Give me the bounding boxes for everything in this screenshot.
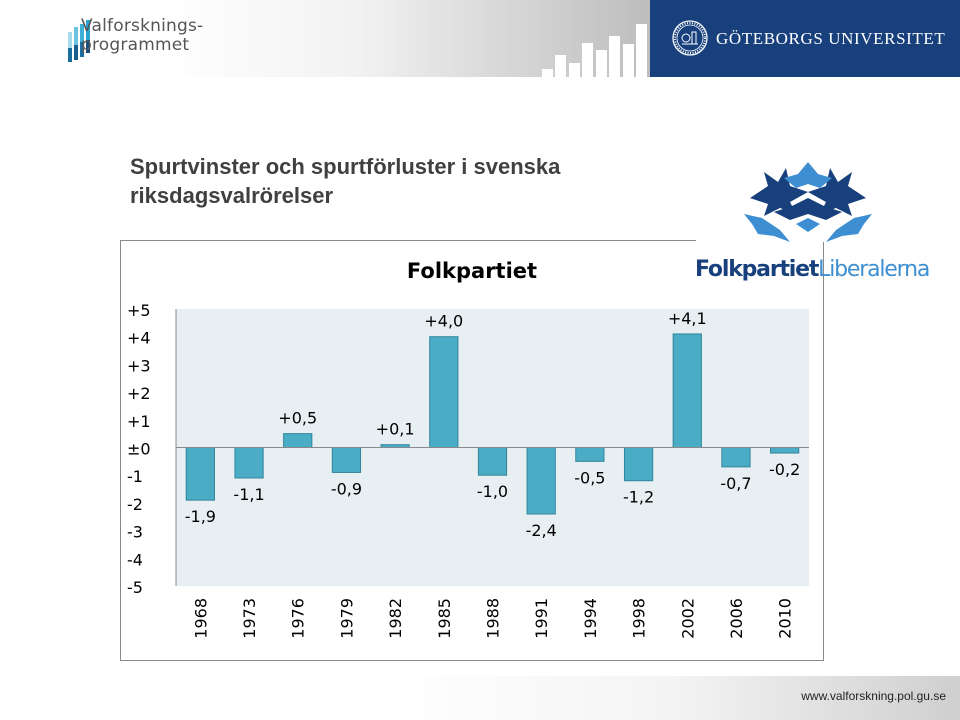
- frame-gap: [696, 239, 824, 242]
- x-tick-label: 1998: [630, 598, 649, 639]
- data-label: -2,4: [526, 521, 557, 540]
- x-tick-label: 2010: [776, 598, 795, 639]
- y-tick-label: -3: [127, 523, 143, 542]
- data-label: -1,9: [185, 507, 216, 526]
- data-label: -0,5: [574, 468, 605, 487]
- x-tick-label: 1979: [337, 598, 356, 639]
- slide-title: Spurtvinster och spurtförluster i svensk…: [130, 154, 561, 208]
- bar: [526, 447, 556, 515]
- data-label: +4,1: [668, 309, 707, 328]
- folkpartiet-logo-text: FolkpartietLiberalerna: [695, 257, 930, 282]
- university-seal-icon: [672, 20, 708, 56]
- university-banner: [650, 0, 960, 77]
- data-label: +0,5: [278, 409, 317, 428]
- x-tick-label: 1968: [191, 598, 210, 639]
- y-tick-label: -5: [127, 578, 143, 597]
- x-tick-label: 1982: [386, 598, 405, 639]
- data-label: +0,1: [376, 420, 415, 439]
- logo-text-line2: programmet: [81, 35, 190, 55]
- data-label: -0,9: [331, 479, 362, 498]
- logo-text-bold: Folkpartiet: [695, 257, 819, 282]
- x-tick-label: 1988: [484, 598, 503, 639]
- footer-url: www.valforskning.pol.gu.se: [801, 689, 946, 703]
- x-tick-label: 1991: [532, 598, 551, 639]
- x-tick-label: 2006: [727, 598, 746, 639]
- bar: [429, 336, 459, 448]
- bar: [623, 447, 654, 482]
- y-tick-label: -1: [127, 467, 143, 486]
- bar: [575, 447, 605, 462]
- bar: [770, 447, 800, 454]
- logo-text-line1: Valforsknings-: [81, 16, 204, 36]
- valforskning-logo-icon: [68, 20, 90, 62]
- data-label: +4,0: [424, 312, 463, 331]
- x-tick-label: 1985: [435, 598, 454, 639]
- data-label: -1,2: [623, 488, 654, 507]
- folkpartiet-emblem-icon: [744, 162, 872, 242]
- y-tick-label: -4: [127, 550, 143, 569]
- bar: [234, 447, 264, 479]
- chart-title: Folkpartiet: [407, 259, 537, 283]
- y-tick-label: +3: [127, 356, 151, 375]
- y-tick-label: +1: [127, 412, 151, 431]
- bar: [283, 433, 313, 448]
- x-tick-label: 1976: [289, 598, 308, 639]
- data-label: -0,2: [769, 460, 800, 479]
- footer-band: [0, 676, 960, 720]
- valforskning-logo-text: Valforsknings- programmet: [81, 17, 203, 55]
- y-tick-label: +4: [127, 329, 151, 348]
- y-tick-label: +5: [127, 301, 151, 320]
- logo-text-light: Liberalerna: [818, 257, 930, 282]
- bar: [721, 447, 751, 468]
- y-tick-label: ±0: [127, 440, 151, 459]
- header: Valforsknings- programmet GÖTEBORGS UNIV…: [0, 0, 960, 77]
- data-label: -1,1: [233, 485, 264, 504]
- bar: [331, 447, 362, 473]
- decorative-bars-icon: [542, 24, 647, 77]
- bar: [672, 333, 702, 448]
- data-label: -0,7: [720, 474, 751, 493]
- university-name: GÖTEBORGS UNIVERSITET: [716, 29, 946, 48]
- data-label: -1,0: [477, 482, 508, 501]
- x-tick-label: 1994: [581, 598, 600, 639]
- x-tick-label: 2002: [678, 598, 697, 639]
- header-gradient-band: [0, 0, 650, 77]
- bar: [477, 447, 508, 476]
- y-tick-label: -2: [127, 495, 143, 514]
- bar-chart: Folkpartiet +5 +4 +3 +2 +1 ±0 -1 -2 -3 -4 -5 -1,9 19…: [127, 259, 809, 639]
- bar: [185, 447, 215, 501]
- y-tick-label: +2: [127, 384, 151, 403]
- x-tick-label: 1973: [240, 598, 259, 639]
- chart-frame: Folkpartiet +5 +4 +3 +2 +1 ±0 -1 -2 -3 -4 -5 -1,9 19…: [120, 240, 824, 661]
